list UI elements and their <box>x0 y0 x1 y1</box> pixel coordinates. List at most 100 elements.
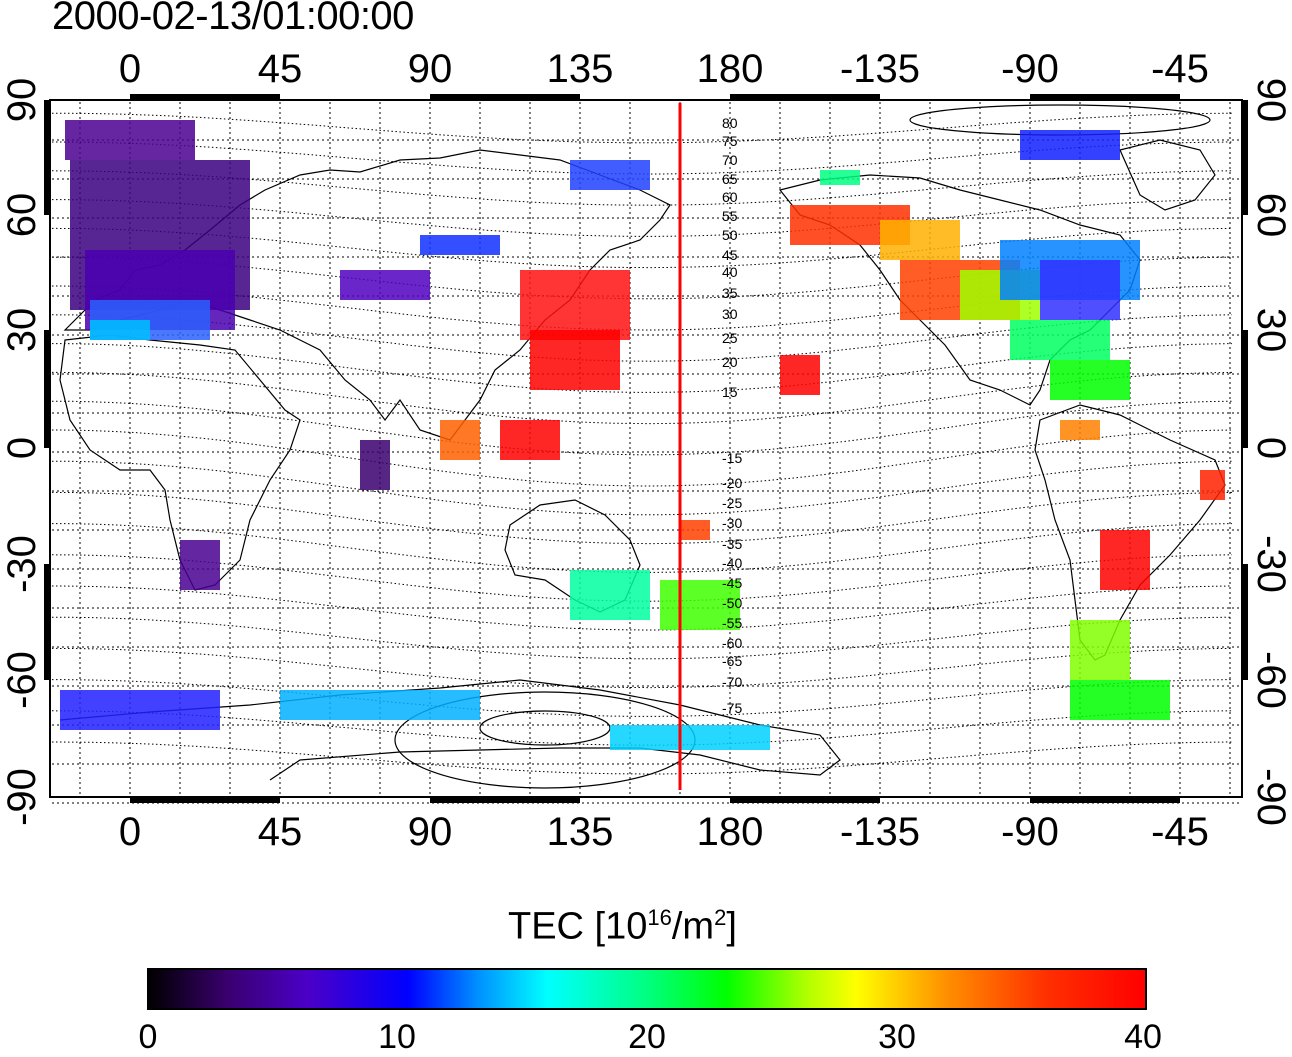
tec-patch <box>420 235 500 255</box>
contour-line <box>51 585 1233 631</box>
colorbar-tick-label: 0 <box>138 1018 158 1056</box>
y-tick-label: 30 <box>0 308 44 353</box>
x-axis-bottom-labels: 0 45 90 135 180 -135 -90 -45 <box>119 810 1209 854</box>
y-tick-label: -30 <box>0 535 44 593</box>
tec-data-patches <box>60 120 1225 750</box>
tec-patch <box>440 420 480 460</box>
x-tick-label: 180 <box>697 810 764 854</box>
contour-label: -60 <box>722 635 742 651</box>
contour-label: -20 <box>722 475 742 491</box>
tec-patch <box>680 520 710 540</box>
tec-patch <box>1050 360 1130 400</box>
tec-patch <box>90 320 150 340</box>
x-axis-top-labels: 0 45 90 135 180 -135 -90 -45 <box>119 47 1209 91</box>
contour-label: 70 <box>722 152 738 168</box>
tec-patch <box>60 690 220 730</box>
y-tick-label: -90 <box>0 768 44 826</box>
tec-patch <box>520 270 630 340</box>
contour-line <box>51 371 1233 425</box>
contour-label: -15 <box>722 450 742 466</box>
x-tick-label: 0 <box>119 810 141 854</box>
y-tick-label: 60 <box>0 193 44 238</box>
contour-line <box>51 314 1233 362</box>
tec-patch <box>65 120 195 160</box>
tec-patch <box>1200 470 1225 500</box>
tec-patch <box>1100 530 1150 590</box>
tec-patch <box>360 440 390 490</box>
tec-patch <box>660 580 740 630</box>
contour-label: 35 <box>722 285 738 301</box>
y-tick-label: 90 <box>1249 78 1292 123</box>
y-axis-right-labels: 90 60 30 0 -30 -60 -90 <box>1249 78 1292 826</box>
colorbar-tick-label: 40 <box>1124 1018 1162 1056</box>
y-tick-label: 0 <box>1249 437 1292 459</box>
tec-patch <box>1040 260 1120 320</box>
tec-patch <box>280 690 480 720</box>
contour-label: 65 <box>722 171 738 187</box>
contour-label: -35 <box>722 536 742 552</box>
contour-label: -50 <box>722 595 742 611</box>
contour-label: -45 <box>722 575 742 591</box>
contour-line <box>51 741 1233 775</box>
contour-label: 80 <box>722 115 738 131</box>
contour-line <box>51 112 1233 144</box>
colorbar-tick-label: 30 <box>878 1018 916 1056</box>
tec-patch <box>340 270 430 300</box>
colorbar-tick-label: 10 <box>378 1018 416 1056</box>
contour-label: -30 <box>722 515 742 531</box>
tec-patch <box>820 170 860 185</box>
x-tick-label: 135 <box>547 47 614 91</box>
plot-title: 2000-02-13/01:00:00 <box>52 0 414 38</box>
y-tick-label: -60 <box>0 651 44 709</box>
y-tick-label: 30 <box>1249 308 1292 353</box>
tec-patch <box>1070 620 1130 680</box>
contour-label: -70 <box>722 674 742 690</box>
contour-label: 55 <box>722 208 738 224</box>
frame-border-bars <box>44 94 1248 803</box>
x-tick-label: -45 <box>1151 810 1209 854</box>
x-tick-label: 135 <box>547 810 614 854</box>
map-frame <box>49 99 1243 798</box>
tec-patch <box>1020 130 1120 160</box>
contour-line <box>51 429 1233 487</box>
contour-label: 40 <box>722 264 738 280</box>
contour-label: 45 <box>722 247 738 263</box>
contour-line <box>51 616 1233 660</box>
tec-map: 8075706560555045403530252015-15-20-25-30… <box>0 47 1292 854</box>
contour-label: 60 <box>722 189 738 205</box>
contour-line <box>479 710 611 746</box>
y-tick-label: -60 <box>1249 651 1292 709</box>
tec-patch <box>1070 680 1170 720</box>
contour-label: 50 <box>722 227 738 243</box>
contour-line <box>51 491 1233 545</box>
y-tick-label: 0 <box>0 437 44 459</box>
tec-patch <box>1060 420 1100 440</box>
contour-label: -65 <box>722 653 742 669</box>
tec-patch <box>180 540 220 590</box>
colorbar-title: TEC [1016/m2] <box>508 905 737 948</box>
y-tick-label: -90 <box>1249 768 1292 826</box>
contour-label: 25 <box>722 330 738 346</box>
x-tick-label: -90 <box>1001 47 1059 91</box>
contour-line <box>51 400 1233 456</box>
x-tick-label: 45 <box>258 47 303 91</box>
tec-patch <box>880 220 960 260</box>
x-tick-label: 45 <box>258 810 303 854</box>
x-tick-label: 180 <box>697 47 764 91</box>
x-tick-label: -135 <box>840 810 920 854</box>
contour-line <box>51 460 1233 516</box>
colorbar <box>147 968 1147 1010</box>
colorbar-tick-label: 20 <box>628 1018 666 1056</box>
contour-label: -75 <box>722 700 742 716</box>
x-tick-label: 90 <box>408 810 453 854</box>
contour-line <box>51 710 1233 746</box>
contour-label: -55 <box>722 615 742 631</box>
y-tick-label: 60 <box>1249 193 1292 238</box>
tec-patch <box>530 330 620 390</box>
contour-label: 75 <box>722 133 738 149</box>
contour-label: 30 <box>722 306 738 322</box>
contour-line <box>51 647 1233 689</box>
tec-patch <box>780 355 820 395</box>
contour-label: -40 <box>722 555 742 571</box>
